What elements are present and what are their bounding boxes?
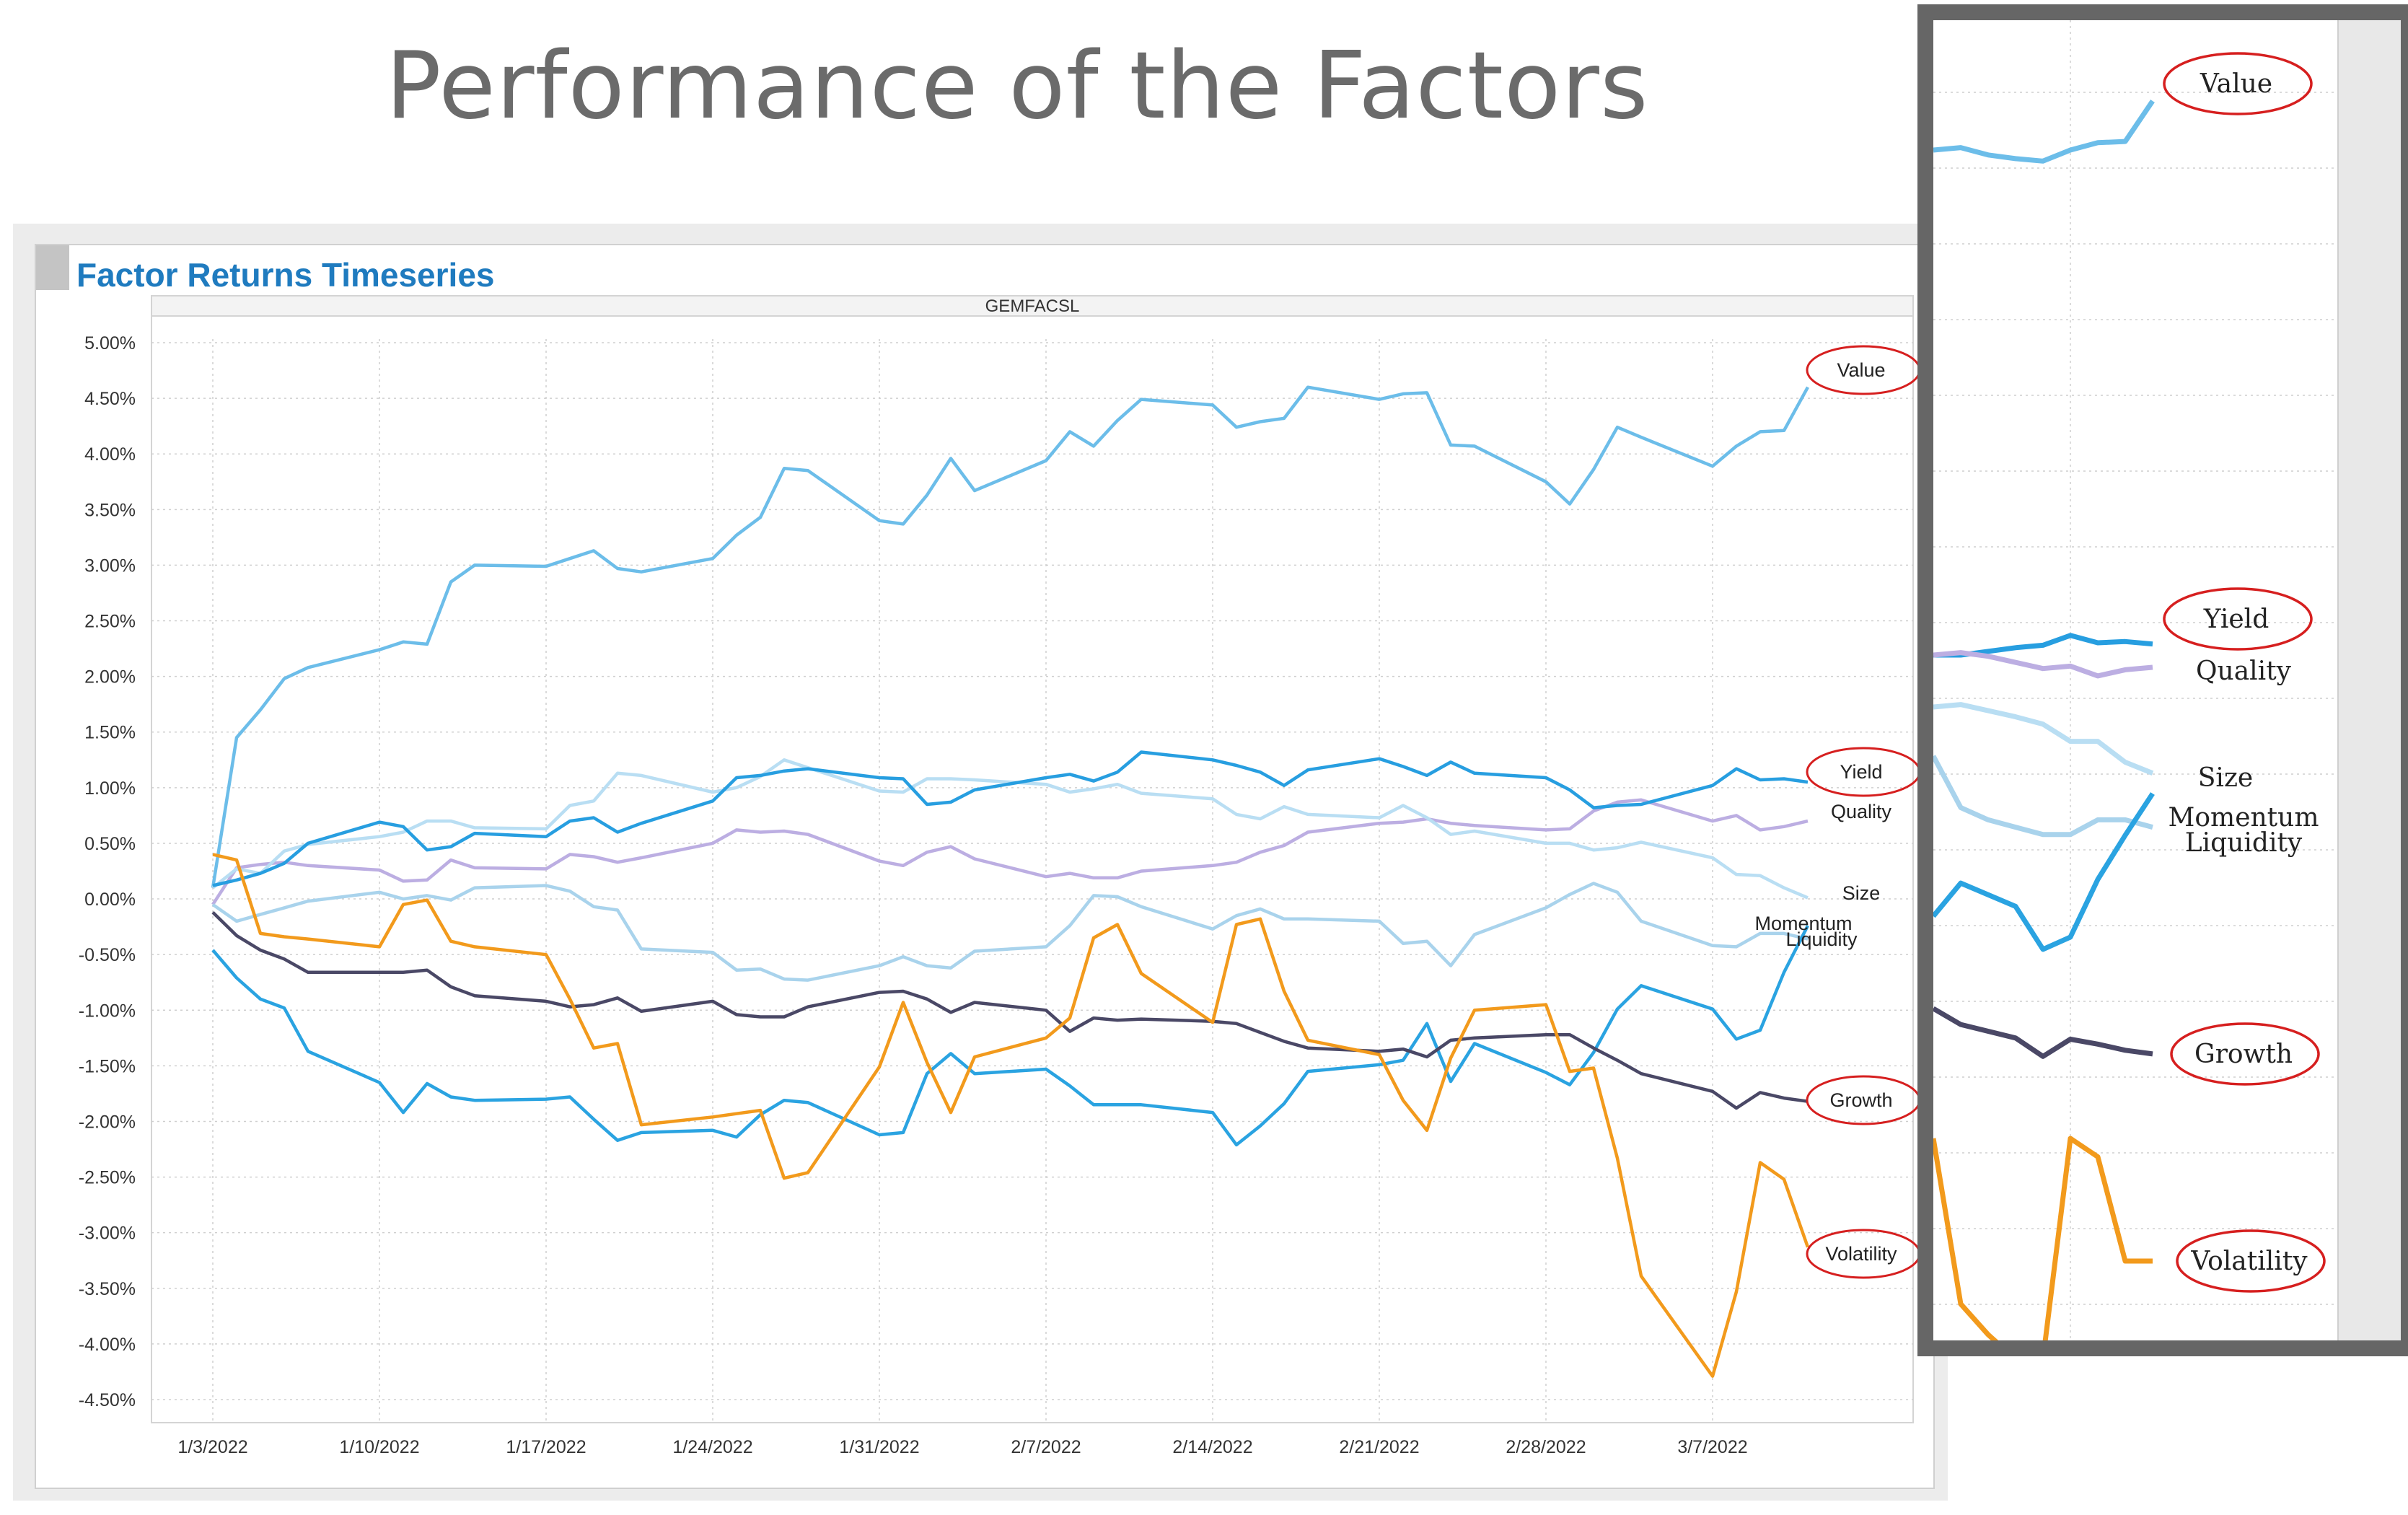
zoom-line-momentum — [1933, 792, 2155, 952]
zoom-label-momentum: Momentum — [2168, 803, 2319, 833]
series-line-yield — [212, 750, 1809, 887]
x-tick-label: 2/21/2022 — [1339, 1437, 1419, 1457]
series-label-volatility: Volatility — [1825, 1243, 1897, 1265]
series-label-value: Value — [1837, 359, 1885, 381]
zoom-line-quality — [1933, 650, 2153, 679]
y-tick-label: -4.00% — [79, 1335, 136, 1355]
zoom-line-volatility — [1933, 1136, 2153, 1340]
plot-area — [151, 315, 1914, 1423]
y-tick-label: 1.50% — [84, 723, 136, 743]
y-tick-label: -1.50% — [79, 1056, 136, 1076]
zoom-label-value: Value — [2200, 69, 2272, 99]
chart-title-bar — [151, 295, 1914, 317]
zoom-inset: Value Yield Quality Size Momentum Liquidity Gr… — [1917, 4, 2408, 1356]
x-tick-label: 1/24/2022 — [672, 1437, 752, 1457]
zoom-circle-growth — [2170, 1022, 2320, 1086]
y-tick-label: 1.00% — [84, 778, 136, 799]
y-tick-label: -2.50% — [79, 1168, 136, 1188]
zoom-circle-yield — [2163, 587, 2313, 651]
zoom-label-liquidity: Liquidity — [2185, 828, 2303, 858]
panel-tab-marker — [36, 245, 69, 290]
series-line-volatility — [212, 853, 1810, 1378]
panel-heading: Factor Returns Timeseries — [76, 256, 495, 294]
series-label-momentum: Momentum — [1754, 913, 1852, 934]
series-label-quality: Quality — [1831, 801, 1892, 822]
x-tick-label: 1/31/2022 — [839, 1437, 919, 1457]
zoom-label-growth: Growth — [2194, 1040, 2293, 1069]
series-line-growth — [211, 910, 1809, 1110]
x-tick-label: 3/7/2022 — [1677, 1437, 1747, 1457]
y-tick-label: -4.50% — [79, 1390, 136, 1410]
y-tick-label: -2.00% — [79, 1112, 136, 1132]
x-tick-label: 2/14/2022 — [1172, 1437, 1252, 1457]
page-title: Performance of the Factors — [385, 32, 1649, 140]
series-label-growth: Growth — [1829, 1089, 1892, 1111]
x-tick-label: 2/28/2022 — [1506, 1437, 1586, 1457]
series-label-liquidity: Liquidity — [1785, 928, 1858, 950]
series-line-momentum — [211, 925, 1810, 1147]
y-tick-label: -3.00% — [79, 1224, 136, 1244]
y-tick-label: -0.50% — [79, 945, 136, 965]
chart-title: GEMFACSL — [985, 297, 1080, 316]
zoom-line-liquidity — [1933, 755, 2153, 838]
y-tick-label: 4.50% — [84, 389, 136, 409]
zoom-circle-volatility — [2176, 1229, 2326, 1293]
y-tick-label: 2.50% — [84, 612, 136, 632]
zoom-line-value — [1933, 100, 2155, 164]
y-tick-label: 2.00% — [84, 667, 136, 688]
zoom-circle-value — [2163, 52, 2313, 115]
zoom-line-growth — [1933, 1006, 2153, 1059]
y-tick-label: 3.50% — [84, 500, 136, 520]
x-tick-label: 1/3/2022 — [177, 1437, 247, 1457]
y-tick-label: 5.00% — [84, 333, 136, 354]
series-line-liquidity — [211, 882, 1809, 982]
y-tick-label: -3.50% — [79, 1279, 136, 1299]
x-tick-label: 1/17/2022 — [506, 1437, 586, 1457]
y-tick-label: 0.00% — [84, 890, 136, 910]
series-label-yield: Yield — [1840, 761, 1882, 783]
x-tick-label: 2/7/2022 — [1011, 1437, 1081, 1457]
y-tick-label: 4.00% — [84, 444, 136, 465]
x-tick-label: 1/10/2022 — [339, 1437, 419, 1457]
zoom-label-size: Size — [2198, 763, 2253, 793]
zoom-label-yield: Yield — [2203, 605, 2269, 634]
series-line-value — [211, 385, 1809, 888]
zoom-scrollbar-strip — [2337, 20, 2401, 1340]
series-label-size: Size — [1842, 882, 1881, 904]
series-line-size — [211, 758, 1809, 900]
y-tick-label: -1.00% — [79, 1001, 136, 1021]
series-line-quality — [211, 798, 1809, 906]
zoom-line-size — [1933, 702, 2154, 776]
y-tick-label: 3.00% — [84, 556, 136, 576]
y-tick-label: 0.50% — [84, 834, 136, 854]
zoom-label-volatility: Volatility — [2190, 1247, 2308, 1276]
zoom-label-quality: Quality — [2196, 656, 2292, 686]
